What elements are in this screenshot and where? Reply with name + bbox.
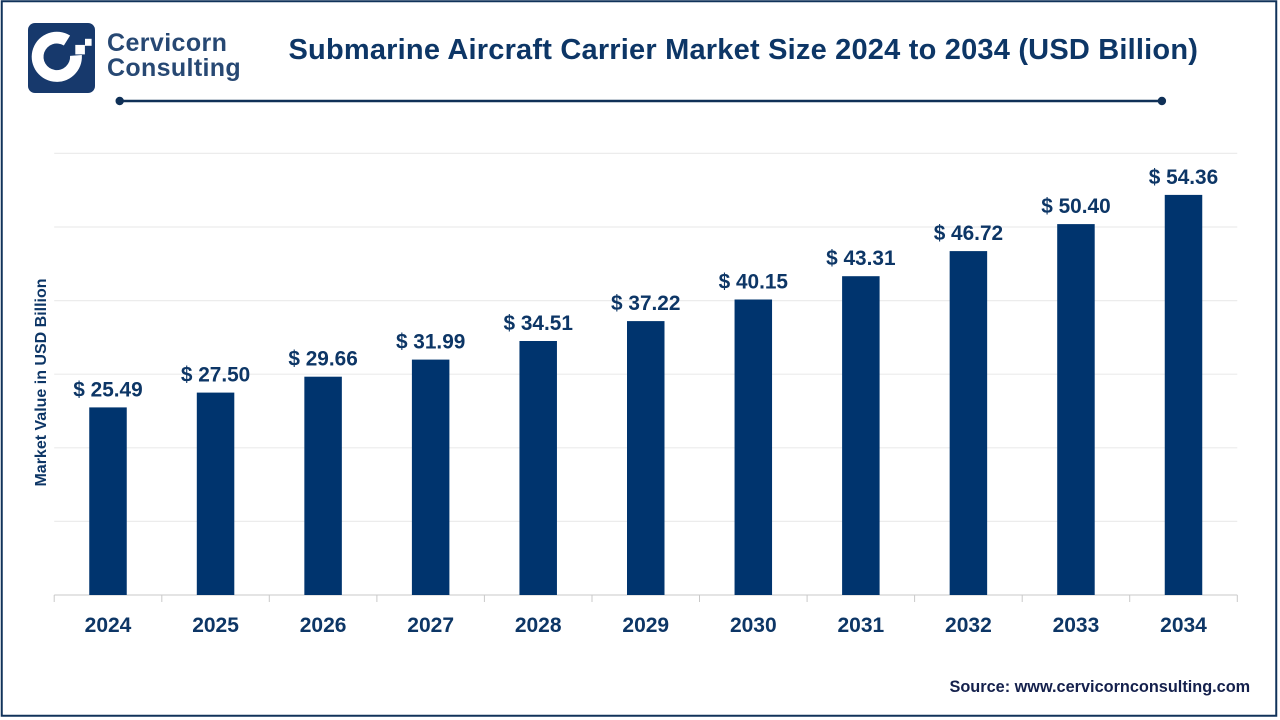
svg-text:2029: 2029 bbox=[622, 614, 669, 637]
svg-text:$ 40.15: $ 40.15 bbox=[719, 271, 788, 294]
svg-text:$ 37.22: $ 37.22 bbox=[611, 292, 680, 315]
svg-text:$ 43.31: $ 43.31 bbox=[826, 247, 895, 270]
svg-text:$ 31.99: $ 31.99 bbox=[396, 331, 465, 354]
svg-text:2026: 2026 bbox=[300, 614, 347, 637]
svg-text:2034: 2034 bbox=[1160, 614, 1207, 637]
svg-text:$ 50.40: $ 50.40 bbox=[1041, 195, 1110, 218]
svg-text:2032: 2032 bbox=[945, 614, 992, 637]
svg-text:Consulting: Consulting bbox=[107, 54, 241, 82]
svg-text:2027: 2027 bbox=[407, 614, 454, 637]
svg-text:2030: 2030 bbox=[730, 614, 777, 637]
svg-text:Cervicorn: Cervicorn bbox=[107, 29, 227, 57]
svg-text:$ 25.49: $ 25.49 bbox=[73, 378, 142, 401]
svg-text:$ 54.36: $ 54.36 bbox=[1149, 166, 1218, 189]
svg-text:2025: 2025 bbox=[192, 614, 239, 637]
svg-text:$ 27.50: $ 27.50 bbox=[181, 364, 250, 387]
svg-text:2024: 2024 bbox=[85, 614, 132, 637]
svg-text:2028: 2028 bbox=[515, 614, 562, 637]
svg-text:Source: www.cervicornconsultin: Source: www.cervicornconsulting.com bbox=[950, 678, 1251, 696]
svg-text:Submarine Aircraft Carrier Mar: Submarine Aircraft Carrier Market Size 2… bbox=[289, 34, 1199, 66]
svg-text:Market Value in USD Billion: Market Value in USD Billion bbox=[33, 278, 50, 486]
svg-text:$ 29.66: $ 29.66 bbox=[288, 348, 357, 371]
svg-text:$ 34.51: $ 34.51 bbox=[504, 312, 573, 335]
svg-text:$ 46.72: $ 46.72 bbox=[934, 222, 1003, 245]
svg-text:2031: 2031 bbox=[837, 614, 884, 637]
svg-text:2033: 2033 bbox=[1053, 614, 1100, 637]
